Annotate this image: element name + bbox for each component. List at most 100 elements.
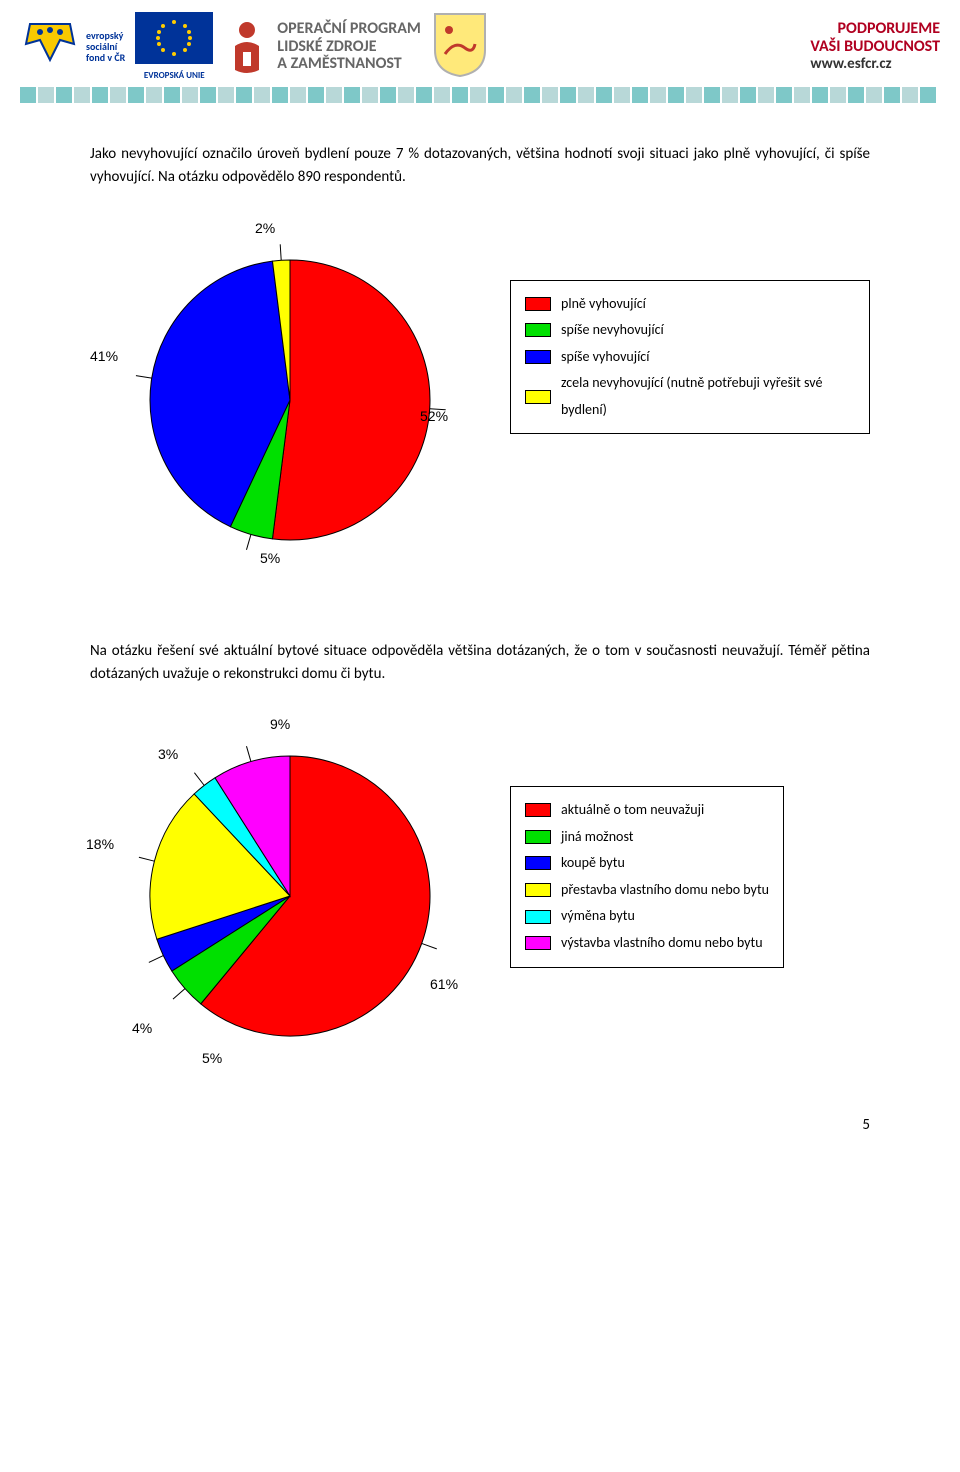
legend-row: spíše vyhovující — [525, 344, 855, 371]
deco-square — [920, 87, 936, 103]
deco-square — [290, 87, 306, 103]
deco-square — [416, 87, 432, 103]
deco-square — [488, 87, 504, 103]
legend-label: zcela nevyhovující (nutně potřebuji vyře… — [561, 370, 855, 423]
deco-square — [866, 87, 882, 103]
deco-square — [614, 87, 630, 103]
deco-square — [110, 87, 126, 103]
pie-slice — [272, 260, 430, 540]
pie-chart-2: 9%3%18%4%5%61% — [90, 716, 490, 1076]
pct-label: 41% — [90, 348, 118, 364]
deco-square — [578, 87, 594, 103]
legend-label: koupě bytu — [561, 850, 625, 877]
legend-row: jiná možnost — [525, 824, 769, 851]
legend-swatch — [525, 390, 551, 404]
deco-square — [380, 87, 396, 103]
deco-square — [668, 87, 684, 103]
pct-label: 3% — [158, 746, 178, 762]
legend-1: plně vyhovujícíspíše nevyhovujícíspíše v… — [510, 280, 870, 435]
deco-square — [560, 87, 576, 103]
deco-square — [20, 87, 36, 103]
op-line1: OPERAČNÍ PROGRAM — [277, 20, 421, 38]
legend-row: koupě bytu — [525, 850, 769, 877]
deco-square — [542, 87, 558, 103]
legend-swatch — [525, 323, 551, 337]
legend-label: spíše vyhovující — [561, 344, 649, 371]
deco-square — [902, 87, 918, 103]
legend-swatch — [525, 936, 551, 950]
legend-row: přestavba vlastního domu nebo bytu — [525, 877, 769, 904]
legend-row: výměna bytu — [525, 903, 769, 930]
pct-label: 18% — [86, 836, 114, 852]
support-link: www.esfcr.cz — [810, 55, 940, 73]
op-line3: A ZAMĚSTNANOST — [277, 55, 421, 73]
deco-square — [884, 87, 900, 103]
deco-square — [650, 87, 666, 103]
support-block: PODPORUJEME VAŠI BUDOUCNOST www.esfcr.cz — [810, 20, 940, 73]
deco-square — [164, 87, 180, 103]
legend-row: zcela nevyhovující (nutně potřebuji vyře… — [525, 370, 855, 423]
legend-row: aktuálně o tom neuvažuji — [525, 797, 769, 824]
legend-swatch — [525, 297, 551, 311]
page-number: 5 — [0, 1106, 960, 1154]
deco-square — [272, 87, 288, 103]
deco-square — [740, 87, 756, 103]
pct-label: 5% — [202, 1050, 222, 1066]
legend-label: plně vyhovující — [561, 291, 646, 318]
deco-square — [686, 87, 702, 103]
esf-text3: fond v ČR — [86, 52, 125, 63]
deco-square — [146, 87, 162, 103]
deco-square — [830, 87, 846, 103]
op-logo: OPERAČNÍ PROGRAM LIDSKÉ ZDROJE A ZAMĚSTN… — [223, 18, 421, 76]
legend-swatch — [525, 350, 551, 364]
deco-square — [398, 87, 414, 103]
legend-label: výměna bytu — [561, 903, 635, 930]
deco-square — [596, 87, 612, 103]
deco-square — [632, 87, 648, 103]
legend-row: spíše nevyhovující — [525, 317, 855, 344]
legend-swatch — [525, 803, 551, 817]
deco-square — [758, 87, 774, 103]
deco-square — [812, 87, 828, 103]
deco-square — [704, 87, 720, 103]
pct-label: 5% — [260, 550, 280, 566]
deco-square — [470, 87, 486, 103]
paragraph-1: Jako nevyhovující označilo úroveň bydlen… — [90, 143, 870, 190]
legend-label: přestavba vlastního domu nebo bytu — [561, 877, 769, 904]
pct-label: 2% — [255, 220, 275, 236]
legend-swatch — [525, 830, 551, 844]
deco-square — [344, 87, 360, 103]
legend-label: aktuálně o tom neuvažuji — [561, 797, 704, 824]
deco-square — [452, 87, 468, 103]
deco-square — [722, 87, 738, 103]
deco-square — [92, 87, 108, 103]
page-content: Jako nevyhovující označilo úroveň bydlen… — [0, 103, 960, 1106]
op-person-icon — [223, 18, 271, 76]
legend-swatch — [525, 910, 551, 924]
shield-icon — [431, 10, 489, 78]
legend-label: spíše nevyhovující — [561, 317, 664, 344]
chart1-wrap: 2%41%52%5% plně vyhovujícíspíše nevyhovu… — [90, 220, 870, 580]
esf-logo: evropský sociální fond v ČR — [20, 20, 125, 74]
legend-row: plně vyhovující — [525, 291, 855, 318]
eu-flag-icon — [135, 12, 213, 64]
legend-label: jiná možnost — [561, 824, 633, 851]
deco-square — [38, 87, 54, 103]
paragraph-2: Na otázku řešení své aktuální bytové sit… — [90, 640, 870, 687]
deco-square — [326, 87, 342, 103]
deco-square — [128, 87, 144, 103]
pct-label: 61% — [430, 976, 458, 992]
decorative-squares — [0, 83, 960, 103]
deco-square — [254, 87, 270, 103]
pct-label: 9% — [270, 716, 290, 732]
eu-label: EVROPSKÁ UNIE — [144, 70, 205, 81]
eu-logo: EVROPSKÁ UNIE — [135, 12, 213, 81]
support-line1: PODPORUJEME — [810, 20, 940, 38]
deco-square — [308, 87, 324, 103]
legend-label: výstavba vlastního domu nebo bytu — [561, 930, 763, 957]
deco-square — [182, 87, 198, 103]
coat-of-arms — [431, 10, 489, 83]
deco-square — [74, 87, 90, 103]
legend-swatch — [525, 856, 551, 870]
deco-square — [794, 87, 810, 103]
